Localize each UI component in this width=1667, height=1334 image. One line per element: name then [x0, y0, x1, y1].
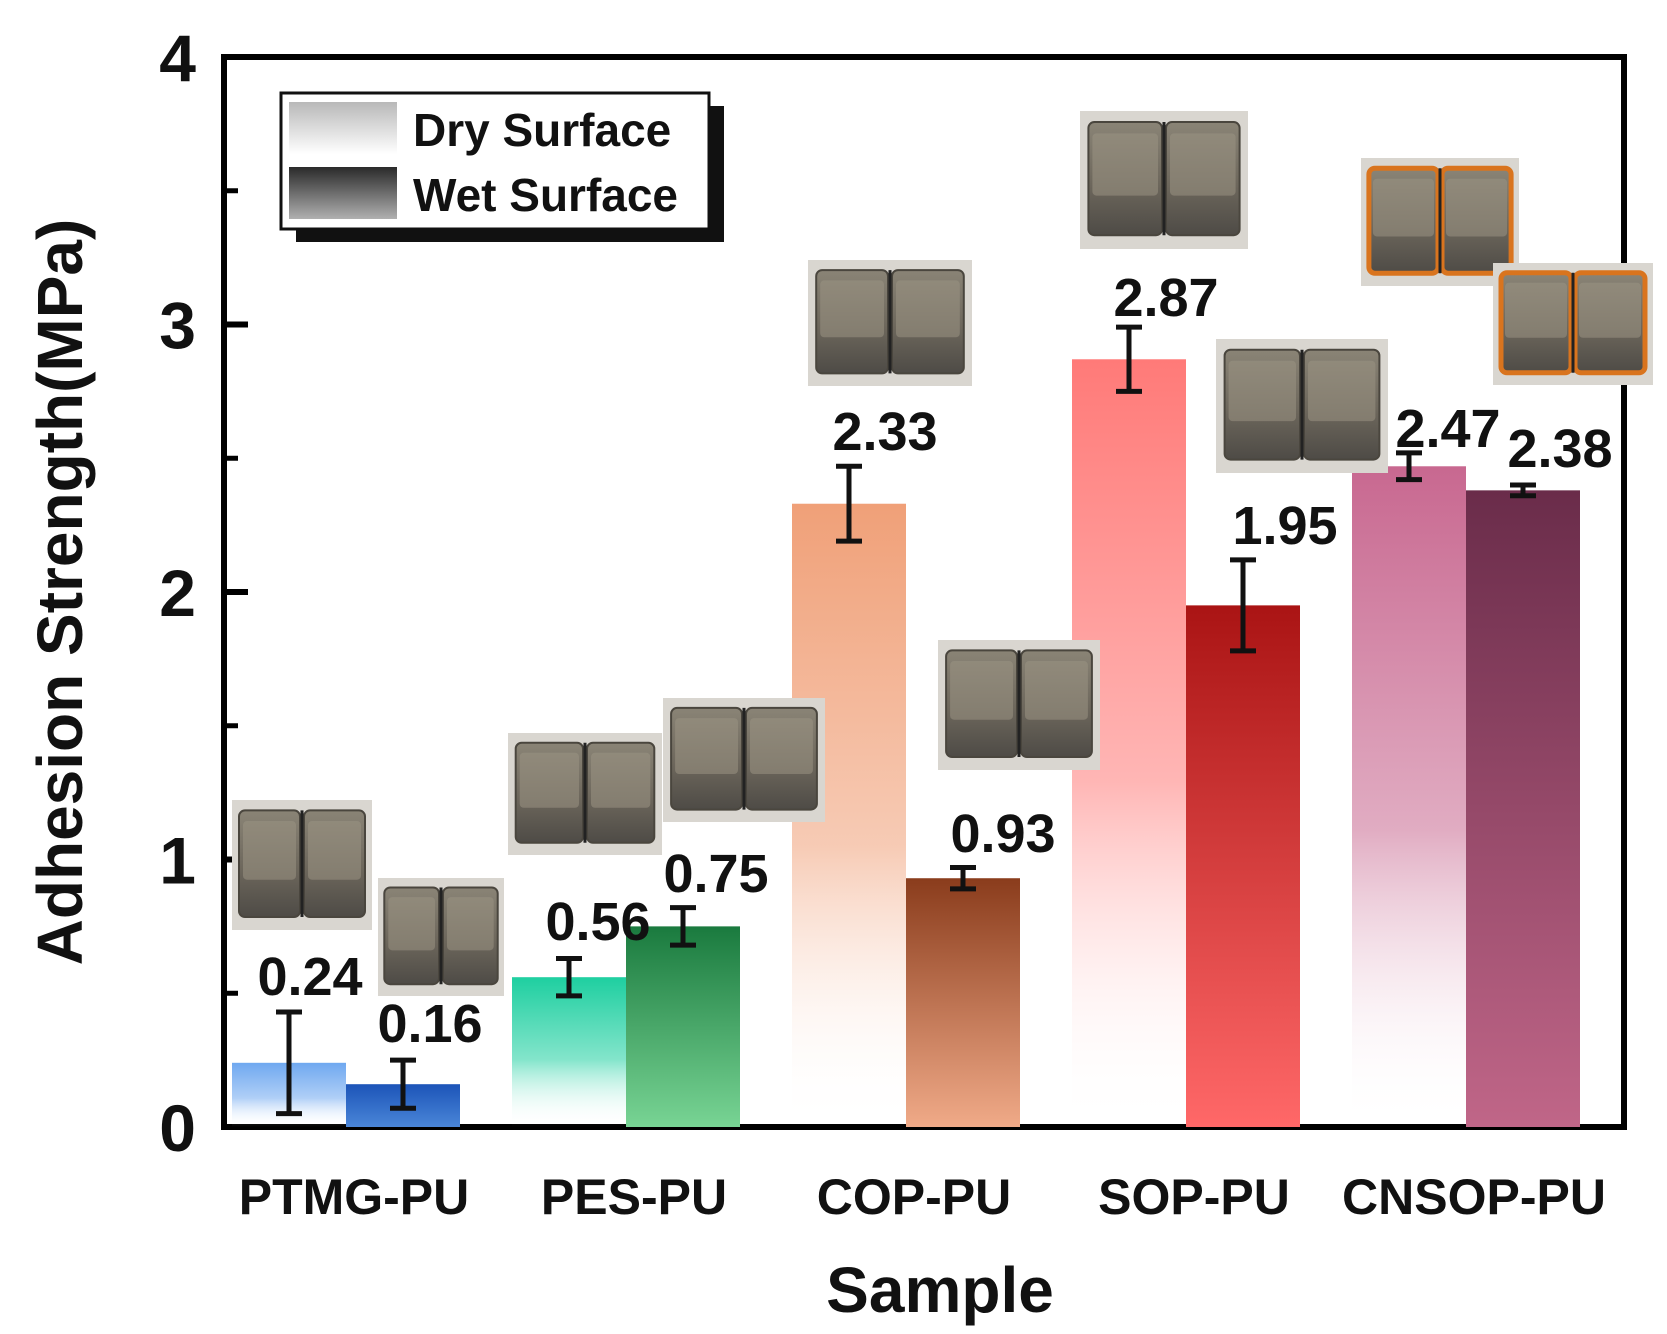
value-label-dry-CNSOP-PU: 2.47	[1395, 399, 1500, 459]
bar-wet-SOP-PU	[1186, 605, 1300, 1127]
bar-wet-CNSOP-PU	[1466, 490, 1580, 1128]
y-tick-label: 1	[159, 824, 196, 898]
value-labels: 0.240.16 0.560.75 2.33 0.93 2.87 1.95 2.47 2.38	[257, 268, 1612, 1054]
bar-wet-COP-PU	[906, 878, 1020, 1127]
value-label-dry-PES-PU: 0.56	[545, 892, 650, 952]
value-label-dry-SOP-PU: 2.87	[1113, 268, 1218, 328]
specimen-photo	[378, 878, 504, 996]
specimen-block-face	[1446, 178, 1508, 237]
specimen-block-face	[591, 752, 651, 808]
value-label-dry-PTMG-PU: 0.24	[257, 947, 362, 1007]
specimen-photo	[1493, 263, 1653, 385]
bar-dry-PES-PU	[512, 977, 626, 1127]
specimen-block-face	[1372, 178, 1434, 237]
legend-label-wet: Wet Surface	[413, 169, 678, 221]
specimen-block-face	[1308, 360, 1376, 422]
legend-swatch-dry	[289, 102, 397, 154]
specimen-photo	[1361, 158, 1519, 286]
y-axis-title: Adhesion Strength(MPa)	[24, 219, 96, 966]
value-label-wet-CNSOP-PU: 2.38	[1507, 419, 1612, 479]
specimen-block-face	[308, 821, 361, 880]
x-tick-label: PTMG-PU	[239, 1169, 470, 1225]
specimen-photo	[232, 800, 372, 930]
specimen-block-face	[388, 897, 435, 951]
specimen-block-face	[519, 752, 579, 808]
x-axis-title: Sample	[826, 1254, 1054, 1326]
specimen-block-face	[1228, 360, 1296, 422]
x-tick-label: SOP-PU	[1098, 1169, 1290, 1225]
specimen-block-face	[1170, 133, 1236, 196]
x-tick-label: CNSOP-PU	[1342, 1169, 1606, 1225]
bar-dry-CNSOP-PU	[1352, 466, 1466, 1127]
specimen-block-face	[750, 718, 813, 775]
specimen-block-face	[1579, 282, 1641, 338]
specimen-photos	[232, 111, 1653, 996]
specimen-block-face	[950, 661, 1013, 720]
value-label-wet-PES-PU: 0.75	[663, 844, 768, 904]
y-tick-label: 4	[159, 21, 196, 95]
y-tick-label: 0	[159, 1091, 196, 1165]
specimen-block-face	[1505, 282, 1567, 338]
specimen-photo	[1080, 111, 1248, 249]
specimen-block-face	[1092, 133, 1158, 196]
specimen-block-face	[820, 280, 884, 338]
value-label-wet-COP-PU: 0.93	[950, 804, 1055, 864]
x-tick-label: PES-PU	[541, 1169, 727, 1225]
bar-wet-PES-PU	[626, 926, 740, 1127]
specimen-block-face	[896, 280, 960, 338]
x-tick-label: COP-PU	[817, 1169, 1011, 1225]
specimen-photo	[508, 733, 662, 855]
specimen-photo	[1216, 339, 1388, 473]
y-tick-label: 2	[159, 556, 196, 630]
legend: Dry Surface Wet Surface	[279, 91, 724, 242]
y-axis: 0 1 2 3 4	[159, 21, 248, 1165]
value-label-wet-SOP-PU: 1.95	[1232, 496, 1337, 556]
y-tick-label: 3	[159, 289, 196, 363]
specimen-block-face	[1025, 661, 1088, 720]
specimen-photo	[938, 640, 1100, 770]
specimen-block-face	[447, 897, 494, 951]
specimen-photo	[808, 260, 972, 386]
value-label-dry-COP-PU: 2.33	[832, 402, 937, 462]
specimen-photo	[663, 698, 825, 822]
specimen-block-face	[675, 718, 738, 775]
value-label-wet-PTMG-PU: 0.16	[377, 994, 482, 1054]
legend-swatch-wet	[289, 167, 397, 219]
error-bars	[276, 324, 1536, 1117]
legend-label-dry: Dry Surface	[413, 104, 671, 156]
specimen-block-face	[243, 821, 296, 880]
x-axis: PTMG-PU PES-PU COP-PU SOP-PU CNSOP-PU	[239, 1169, 1606, 1225]
